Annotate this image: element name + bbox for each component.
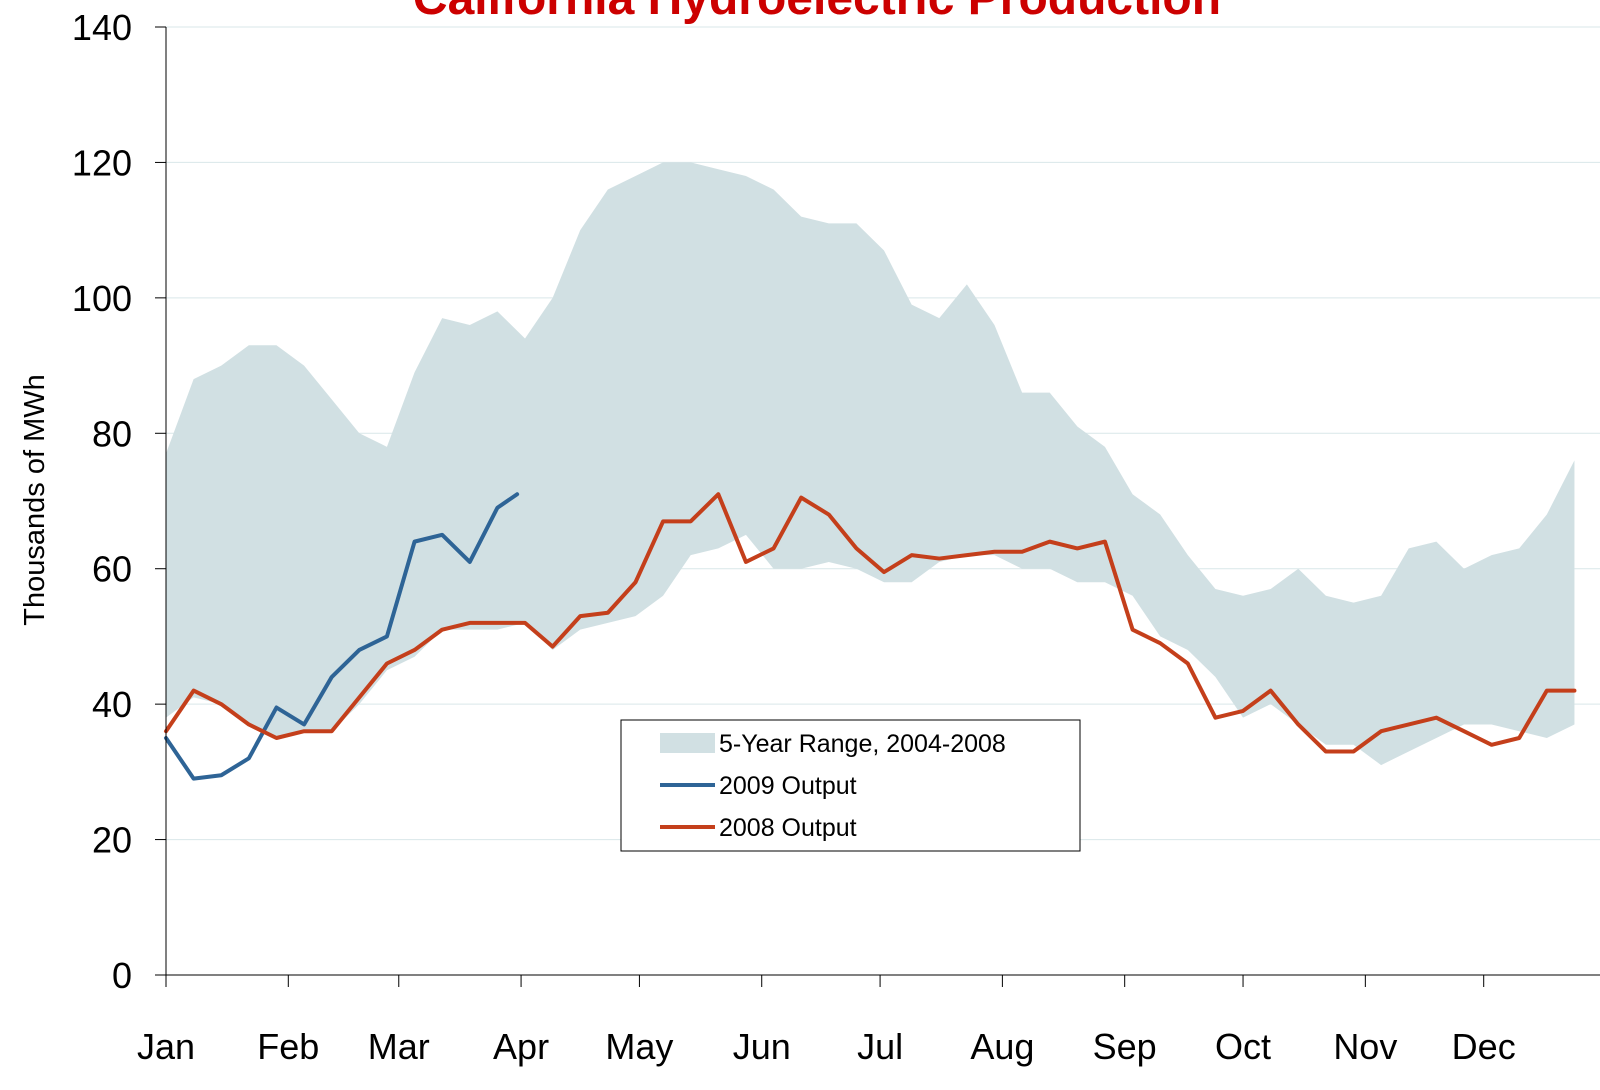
x-tick-label: Sep bbox=[1093, 1026, 1157, 1067]
range-band bbox=[166, 162, 1575, 766]
y-tick-label: 20 bbox=[92, 820, 132, 861]
chart-title: California Hydroelectric Production bbox=[413, 0, 1221, 25]
x-tick-label: Oct bbox=[1215, 1026, 1271, 1067]
legend: 5-Year Range, 2004-2008 2009 Output 2008 O… bbox=[620, 719, 1081, 852]
y-tick-label: 80 bbox=[92, 413, 132, 454]
series-line bbox=[164, 492, 520, 781]
x-tick-label: Dec bbox=[1452, 1026, 1516, 1067]
y-tick-label: 120 bbox=[72, 142, 132, 183]
x-tick-label: Feb bbox=[257, 1026, 319, 1067]
x-tick-label: May bbox=[605, 1026, 673, 1067]
y-tick-label: 140 bbox=[72, 7, 132, 48]
y-tick-label: 40 bbox=[92, 684, 132, 725]
y-tick-label: 60 bbox=[92, 549, 132, 590]
legend-label: 5-Year Range, 2004-2008 bbox=[719, 730, 1006, 758]
x-tick-label: Aug bbox=[970, 1026, 1034, 1067]
x-tick-label: Jun bbox=[733, 1026, 791, 1067]
y-tick-label: 0 bbox=[112, 955, 132, 996]
legend-label: 2008 Output bbox=[719, 814, 857, 842]
legend-swatch bbox=[660, 733, 715, 753]
legend-label: 2009 Output bbox=[719, 772, 857, 800]
plot-area bbox=[164, 162, 1577, 781]
x-tick-label: Mar bbox=[368, 1026, 430, 1067]
x-tick-label: Jul bbox=[857, 1026, 903, 1067]
x-tick-label: Jan bbox=[137, 1026, 195, 1067]
axes: 0 20 40 60 80 100 120 140 Jan Feb Mar Apr May Jun Jul A… bbox=[72, 7, 1600, 1067]
x-tick-label: Apr bbox=[493, 1026, 549, 1067]
series-line bbox=[164, 492, 1577, 754]
x-tick-label: Nov bbox=[1333, 1026, 1397, 1067]
y-axis-label: Thousands of MWh bbox=[19, 374, 51, 625]
y-tick-label: 100 bbox=[72, 278, 132, 319]
